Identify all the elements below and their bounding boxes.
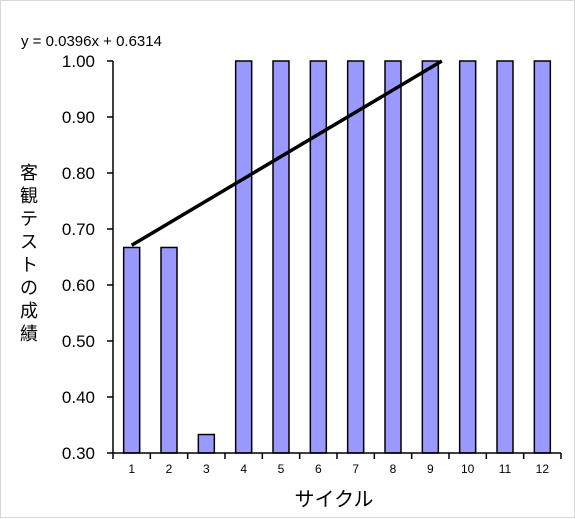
bar (160, 246, 178, 454)
x-tick-label: 2 (166, 462, 173, 476)
x-tick-label: 3 (203, 462, 210, 476)
x-tick-label: 6 (315, 462, 322, 476)
bar (122, 246, 141, 454)
y-tick-label: 0.80 (62, 164, 95, 183)
x-tick-label: 7 (352, 462, 359, 476)
x-tick-label: 8 (390, 462, 397, 476)
y-tick-label: 0.40 (62, 388, 95, 407)
x-axis-ticks: 1 2 3 4 5 6 7 8 9 10 11 12 (128, 462, 549, 476)
y-axis-label-char: ト (20, 255, 38, 276)
y-axis-label-char: 客 (20, 163, 38, 184)
x-tick-label: 12 (536, 462, 550, 476)
x-tick-label: 11 (499, 462, 512, 476)
y-axis-label-char: の (20, 278, 38, 299)
x-tick-label: 10 (461, 462, 475, 476)
x-tick-label: 9 (427, 462, 434, 476)
x-tick-label: 1 (128, 462, 135, 476)
y-axis-ticks: 1.00 0.90 0.80 0.70 0.60 0.50 0.40 0.30 (62, 52, 95, 463)
bars (122, 60, 552, 454)
y-axis-label-char: ス (20, 232, 38, 253)
trendline (130, 59, 443, 247)
y-tick-label: 1.00 (62, 52, 95, 71)
bar (533, 60, 552, 454)
y-tick-label: 0.50 (62, 332, 95, 351)
bar (309, 60, 328, 454)
trendline-line (130, 59, 443, 247)
x-axis-label: サイクル (295, 487, 374, 511)
bar (458, 60, 477, 454)
y-tick-label: 0.60 (62, 276, 95, 295)
trendline-equation: y = 0.0396x + 0.6314 (21, 33, 162, 50)
bar (197, 433, 216, 454)
y-tick-label: 0.70 (62, 220, 95, 239)
y-tick-label: 0.30 (62, 444, 95, 463)
bar (234, 60, 253, 454)
y-axis-label-char: テ (20, 209, 38, 230)
bar (272, 60, 290, 454)
bar (496, 60, 514, 454)
x-tick-label: 5 (278, 462, 285, 476)
y-tick-label: 0.90 (62, 108, 95, 127)
y-axis-label-char: 観 (20, 186, 38, 207)
y-axis-label-char: 成 (20, 301, 38, 322)
y-axis-label-char: 績 (20, 324, 38, 345)
x-tick-label: 4 (240, 462, 247, 476)
bar (346, 60, 365, 454)
bar (421, 60, 440, 454)
bar (384, 60, 402, 454)
axes (107, 60, 562, 459)
